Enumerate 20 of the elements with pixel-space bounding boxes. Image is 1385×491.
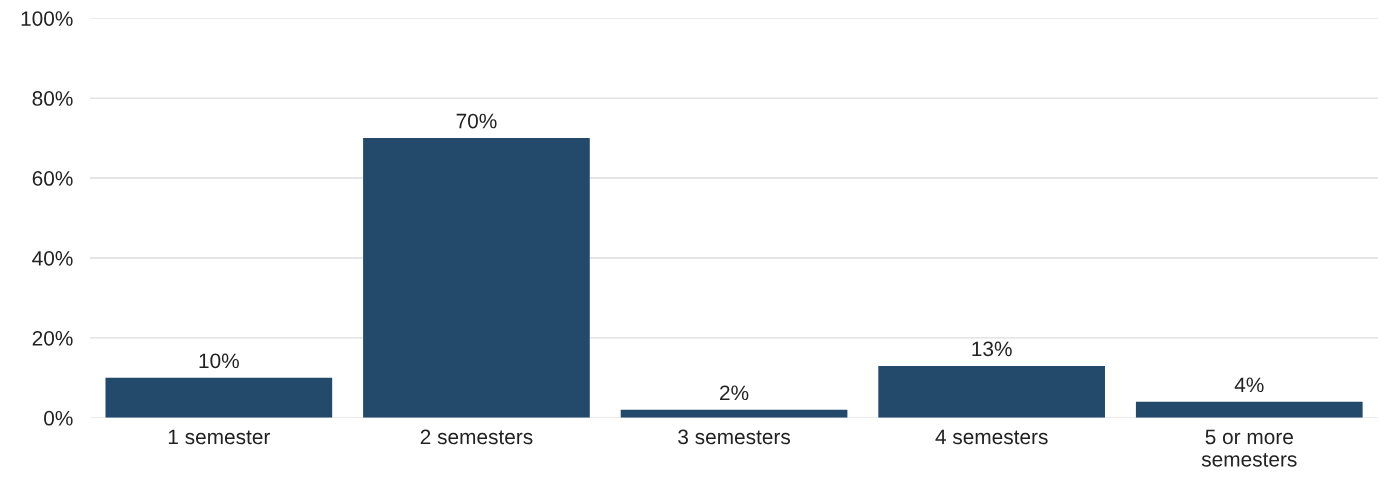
x-tick-label: 4 semesters	[935, 429, 1048, 445]
x-tick-label: 2 semesters	[420, 429, 533, 445]
y-tick-label: 0%	[44, 410, 73, 426]
y-tick-label: 40%	[32, 250, 73, 266]
y-tick-label: 80%	[32, 91, 73, 106]
data-label: 4%	[1234, 377, 1264, 393]
bar	[105, 377, 333, 418]
data-label: 70%	[456, 113, 497, 129]
y-tick-label: 100%	[21, 11, 73, 26]
bar	[363, 138, 590, 418]
y-tick-label: 60%	[32, 171, 73, 186]
data-label: 10%	[199, 353, 239, 369]
data-label: 2%	[720, 385, 749, 401]
x-tick-label: 5 or more semesters	[1201, 429, 1297, 467]
y-tick-label: 20%	[32, 330, 73, 346]
data-label: 13%	[972, 341, 1012, 357]
bar	[1135, 401, 1363, 418]
x-tick-label: 1 semester	[168, 429, 271, 445]
x-tick-label: 3 semesters	[678, 429, 791, 445]
bar	[878, 365, 1106, 418]
